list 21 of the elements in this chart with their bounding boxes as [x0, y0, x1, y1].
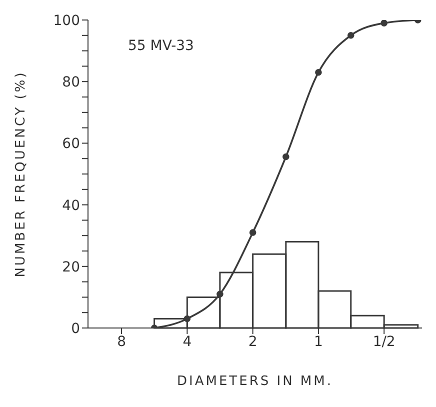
- y-tick-label: 100: [53, 12, 80, 29]
- y-tick-label: 80: [62, 74, 80, 91]
- point: [249, 229, 256, 236]
- point: [347, 32, 354, 39]
- annotation: 55 MV-33: [128, 38, 194, 54]
- x-tick-label: 4: [182, 334, 192, 350]
- y-tick-label: 20: [62, 259, 80, 276]
- point: [282, 153, 290, 160]
- x-tick-label: 1: [314, 334, 323, 350]
- x-axis-title: DIAMETERS IN MM.: [177, 374, 333, 390]
- point: [315, 68, 322, 76]
- x-tick-label: 2: [248, 334, 258, 350]
- point: [184, 315, 191, 322]
- x-tick-label: 1/2: [372, 334, 396, 350]
- point: [216, 290, 224, 298]
- y-tick-label: 0: [71, 320, 80, 337]
- y-tick-label: 60: [62, 136, 80, 152]
- point: [380, 20, 388, 26]
- y-axis-title: NUMBER FREQUENCY (%): [14, 70, 29, 278]
- y-tick-label: 40: [62, 198, 80, 214]
- x-tick-label: 8: [117, 334, 126, 350]
